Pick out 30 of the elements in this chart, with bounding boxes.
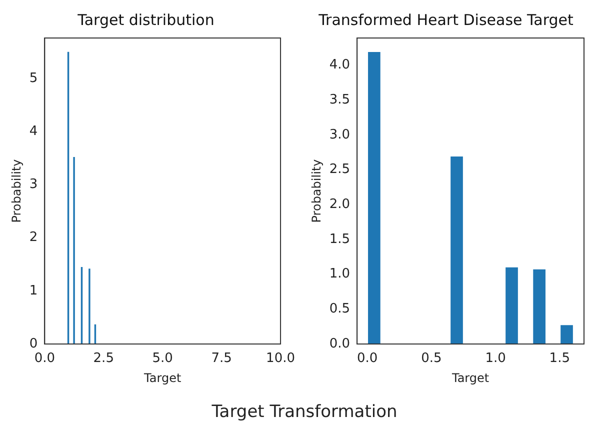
y-tick-label: 0.5 xyxy=(329,302,350,317)
y-tick-label: 1.0 xyxy=(329,266,350,282)
y-tick-label: 1.5 xyxy=(329,232,350,247)
x-axis-title: Target xyxy=(450,370,490,385)
y-tick-label: 1 xyxy=(29,283,38,298)
y-axis-title: Probability xyxy=(309,159,324,223)
y-tick-label: 4.0 xyxy=(329,58,350,73)
x-tick-label: 10.0 xyxy=(266,351,296,366)
chart-title: Target distribution xyxy=(76,10,214,29)
y-tick-label: 0 xyxy=(29,336,38,352)
y-tick-label: 2 xyxy=(29,230,38,246)
x-tick-label: 5.0 xyxy=(152,351,173,366)
text: Target Transformation xyxy=(210,402,398,422)
x-tick-label: 7.5 xyxy=(211,351,232,366)
x-tick-label: 0.0 xyxy=(356,351,378,366)
y-tick-label: 2.5 xyxy=(329,162,350,178)
x-tick-label: 0.5 xyxy=(421,351,442,366)
x-tick-label: 1.5 xyxy=(549,351,570,366)
x-axis-title: Target xyxy=(143,370,182,385)
chart-title: Transformed Heart Disease Target xyxy=(318,10,574,29)
x-tick-label: 1.0 xyxy=(485,351,506,366)
x-tick-label: 2.5 xyxy=(93,351,114,366)
y-tick-label: 5 xyxy=(29,70,38,86)
y-tick-label: 3 xyxy=(29,177,38,192)
y-tick-label: 0.0 xyxy=(329,336,350,352)
y-tick-label: 4 xyxy=(29,124,38,139)
y-tick-label: 3.5 xyxy=(329,92,350,108)
y-axis-title: Probability xyxy=(9,159,24,223)
y-tick-label: 2.0 xyxy=(329,196,350,212)
y-tick-label: 3.0 xyxy=(329,127,350,142)
